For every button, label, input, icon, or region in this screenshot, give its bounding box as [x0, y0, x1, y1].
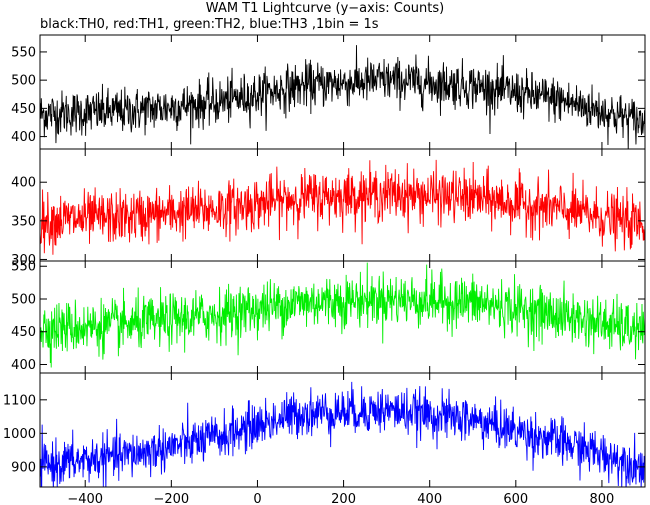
panel-th0: 400 450 500 550 — [11, 34, 646, 150]
chart-subtitle: black:TH0, red:TH1, green:TH2, blue:TH3 … — [40, 17, 379, 32]
x-tick-label: 0 — [253, 492, 261, 505]
y-tick-label: 350 — [11, 214, 36, 229]
x-tick-label: −200 — [153, 492, 189, 505]
y-tick-label: 1000 — [3, 427, 36, 442]
y-tick-label: 450 — [11, 325, 36, 340]
y-tick-label: 900 — [11, 460, 36, 475]
y-tick-label: 400 — [11, 130, 36, 145]
x-tick-label: −400 — [67, 492, 103, 505]
x-tick-label: 600 — [503, 492, 528, 505]
x-tick-label: 200 — [331, 492, 356, 505]
chart-title: WAM T1 Lightcurve (y−axis: Counts) — [205, 1, 445, 16]
y-tick-label: 300 — [11, 253, 36, 268]
y-tick-label: 500 — [11, 74, 36, 89]
panel-th3: 900 1000 1100 — [3, 372, 646, 488]
y-tick-label: 1100 — [3, 393, 36, 408]
y-tick-label: 550 — [11, 45, 36, 60]
panel-frame — [39, 372, 646, 488]
series-line-th3 — [40, 381, 645, 487]
series-line-th1 — [40, 159, 645, 255]
panels: 4004505005503003504004004505005509001000… — [3, 34, 646, 488]
y-tick-label: 500 — [11, 292, 36, 307]
y-tick-label: 550 — [11, 260, 36, 275]
series-line-th0 — [40, 45, 645, 149]
panel-th1: 300 350 400 — [11, 148, 646, 268]
y-tick-label: 400 — [11, 358, 36, 373]
y-tick-label: 400 — [11, 176, 36, 191]
y-tick-label: 450 — [11, 102, 36, 117]
x-tick-label: 800 — [590, 492, 615, 505]
panel-th2: 400 450 500 550 — [11, 260, 646, 374]
series-line-th2 — [40, 262, 645, 368]
x-tick-label: 400 — [417, 492, 442, 505]
x-axis: −400 −200 0 200 400 600 800 — [67, 492, 614, 505]
